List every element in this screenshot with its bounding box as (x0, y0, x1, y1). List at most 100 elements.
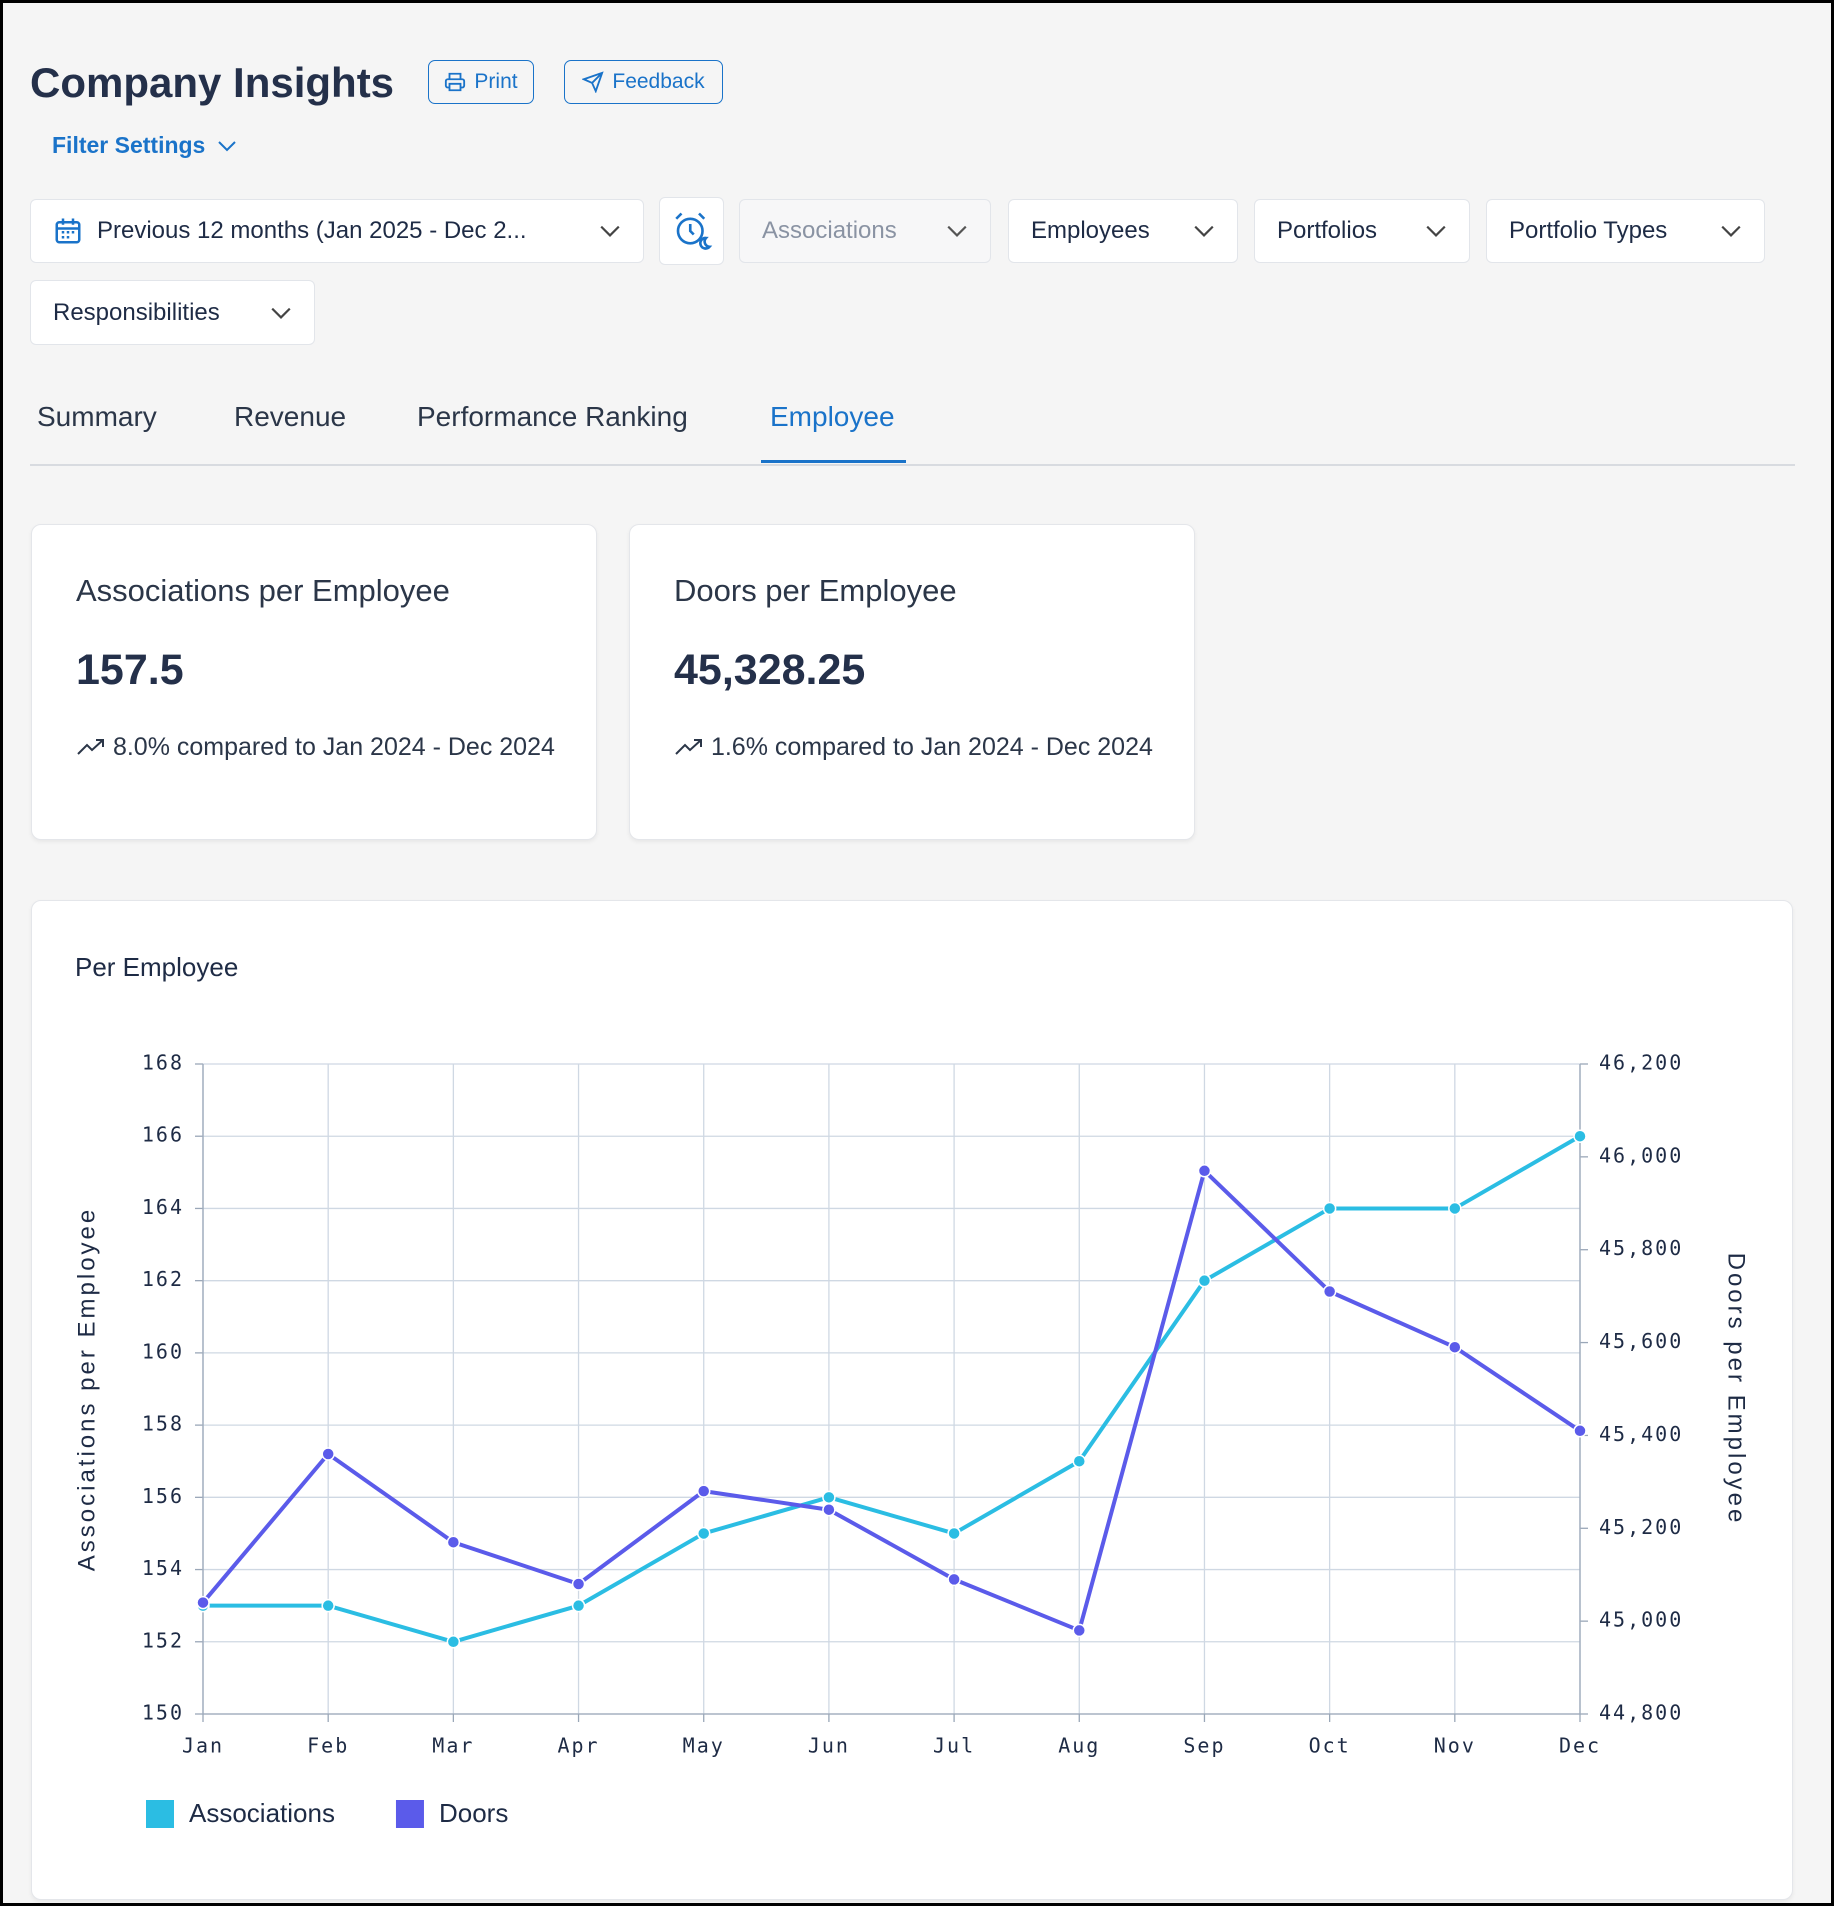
y2-tick-label: 45,400 (1599, 1422, 1683, 1446)
data-point (571, 1598, 586, 1613)
associations-filter[interactable]: Associations (739, 199, 991, 263)
y-tick-label: 150 (142, 1701, 184, 1725)
y-tick-label: 168 (142, 1051, 184, 1075)
filter-label: Portfolio Types (1509, 217, 1668, 244)
data-point (1072, 1623, 1087, 1638)
calendar-icon (55, 218, 81, 244)
data-point (696, 1526, 711, 1541)
y-tick-label: 166 (142, 1123, 184, 1147)
data-point (1573, 1424, 1587, 1438)
legend-swatch (395, 1800, 424, 1828)
data-point (1197, 1273, 1212, 1288)
y-tick-label: 164 (142, 1195, 184, 1219)
metric-card: Doors per Employee 45,328.25 1.6% compar… (629, 524, 1195, 840)
portfolios-filter[interactable]: Portfolios (1254, 199, 1470, 263)
y-tick-label: 152 (142, 1628, 184, 1652)
y2-axis-title: Doors per Employee (1723, 1253, 1750, 1526)
filter-label: Previous 12 months (Jan 2025 - Dec 2... (97, 217, 527, 244)
print-label: Print (474, 70, 518, 93)
tab[interactable]: Summary (37, 401, 157, 432)
feedback-button[interactable]: Feedback (564, 60, 723, 104)
data-point (1448, 1201, 1462, 1216)
legend-swatch (146, 1800, 174, 1828)
y2-tick-label: 46,000 (1599, 1143, 1683, 1167)
page-title: Company Insights (30, 59, 395, 106)
chevron (218, 140, 237, 151)
x-tick-label: Mar (432, 1734, 474, 1758)
alarm-icon (674, 212, 712, 250)
employees-filter[interactable]: Employees (1008, 199, 1238, 263)
y2-tick-label: 44,800 (1599, 1701, 1683, 1725)
send-icon (582, 71, 605, 93)
responsibilities-filter[interactable]: Responsibilities (30, 280, 315, 345)
data-point (1197, 1164, 1212, 1178)
tab[interactable]: Performance Ranking (417, 401, 688, 432)
y-tick-label: 162 (142, 1267, 184, 1291)
filter-label: Associations (762, 217, 897, 244)
data-point (446, 1635, 461, 1649)
chart-title: Per Employee (75, 952, 238, 982)
chart: Per Employee 150 152 154 156 158 160 162 164 166… (73, 952, 1750, 1828)
y-axis-title: Associations per Employee (73, 1207, 100, 1571)
data-point (1322, 1284, 1337, 1299)
y2-tick-label: 45,000 (1599, 1608, 1683, 1632)
tab[interactable]: Revenue (234, 401, 347, 432)
x-tick-label: Jun (808, 1734, 850, 1758)
card-change: 8.0% compared to Jan 2024 - Dec 2024 (76, 729, 576, 765)
data-point (1072, 1454, 1087, 1468)
date-filter[interactable]: Previous 12 months (Jan 2025 - Dec 2... (30, 199, 644, 263)
filter-label: Portfolios (1277, 217, 1378, 244)
data-point (196, 1595, 210, 1610)
x-tick-label: Oct (1309, 1734, 1351, 1758)
card-change: 1.6% compared to Jan 2024 - Dec 2024 (674, 729, 1174, 765)
card-title: Associations per Employee (76, 573, 450, 608)
x-tick-label: Aug (1058, 1734, 1100, 1758)
filter-label: Responsibilities (53, 298, 220, 326)
data-point (321, 1447, 335, 1461)
tab-indicator (761, 460, 906, 463)
y2-tick-label: 45,800 (1599, 1236, 1683, 1260)
card-change-text: 8.0% compared to Jan 2024 - Dec 2024 (112, 733, 555, 761)
x-tick-label: Jul (933, 1734, 975, 1758)
chevron (947, 225, 967, 237)
y-tick-label: 156 (142, 1484, 184, 1508)
x-tick-label: Dec (1559, 1734, 1601, 1758)
data-point (822, 1490, 836, 1505)
y-tick-label: 154 (142, 1556, 184, 1580)
x-tick-label: Feb (307, 1734, 349, 1758)
print-icon (445, 72, 466, 92)
y-tick-label: 160 (142, 1339, 184, 1363)
data-point (1573, 1129, 1587, 1143)
metric-card: Associations per Employee 157.5 8.0% com… (31, 524, 597, 840)
card-change-text: 1.6% compared to Jan 2024 - Dec 2024 (710, 733, 1153, 761)
chart-card (31, 900, 1793, 1900)
filter-settings-label: Filter Settings (52, 132, 206, 158)
x-tick-label: Nov (1434, 1734, 1476, 1758)
chevron (271, 307, 291, 319)
legend-label: Associations (189, 1798, 335, 1828)
chevron (1721, 225, 1741, 237)
data-point (1322, 1201, 1337, 1216)
legend-label: Doors (439, 1798, 508, 1828)
tab-active[interactable]: Employee (770, 401, 895, 432)
x-tick-label: Sep (1183, 1734, 1225, 1758)
data-point (822, 1502, 836, 1517)
card-title: Doors per Employee (674, 573, 957, 608)
filter-settings[interactable]: Filter Settings (52, 132, 237, 159)
tab-divider (30, 464, 1795, 466)
y-tick-label: 158 (142, 1412, 184, 1436)
print-button[interactable]: Print (428, 60, 534, 104)
chevron (1194, 225, 1214, 237)
filter-label: Employees (1031, 217, 1150, 244)
feedback-label: Feedback (612, 70, 705, 93)
y2-tick-label: 46,200 (1599, 1051, 1683, 1075)
schedule-button[interactable] (659, 197, 724, 265)
chevron (1426, 225, 1446, 237)
card-value: 157.5 (76, 646, 184, 694)
y2-tick-label: 45,200 (1599, 1515, 1683, 1539)
x-tick-label: May (683, 1734, 725, 1758)
portfolio-types-filter[interactable]: Portfolio Types (1486, 199, 1765, 263)
trend-icon (77, 739, 104, 755)
data-point (446, 1535, 461, 1549)
